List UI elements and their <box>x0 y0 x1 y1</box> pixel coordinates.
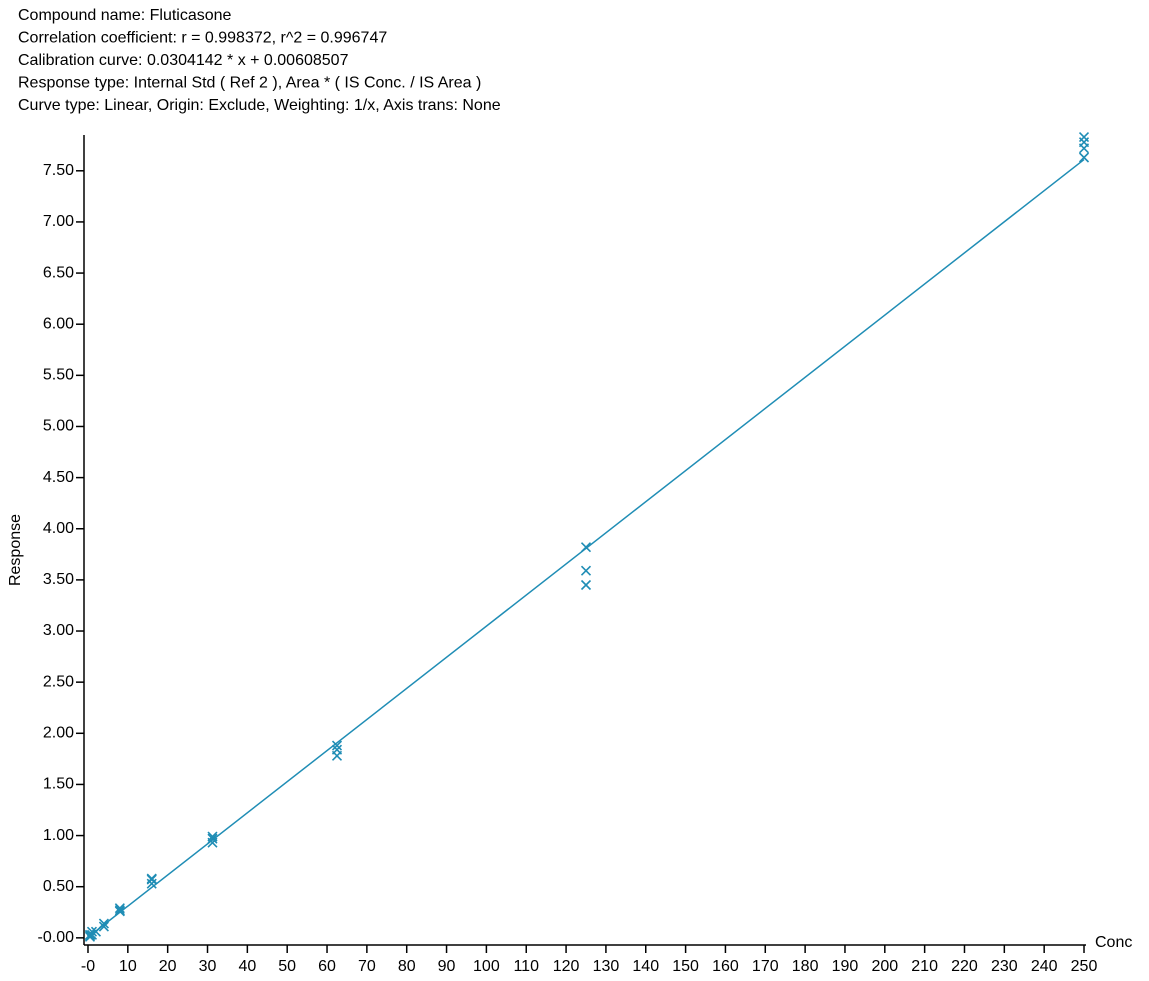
x-tick-label: 10 <box>119 958 137 975</box>
data-point <box>114 905 125 916</box>
x-tick-label: 120 <box>553 958 580 975</box>
y-tick-label: 1.50 <box>43 776 74 793</box>
data-point <box>1078 137 1090 148</box>
y-tick-label: 3.00 <box>43 622 74 639</box>
x-tick-label: 70 <box>358 958 376 975</box>
y-tick-label: 5.00 <box>43 418 74 435</box>
data-point <box>90 926 102 937</box>
data-point <box>114 903 125 914</box>
data-point <box>146 873 157 884</box>
y-tick-label: 6.50 <box>43 264 74 281</box>
header-line: Calibration curve: 0.0304142 * x + 0.006… <box>18 52 349 69</box>
header-line: Correlation coefficient: r = 0.998372, r… <box>18 30 387 47</box>
x-tick-label: 80 <box>398 958 416 975</box>
x-tick-label: 130 <box>593 958 620 975</box>
y-tick-label: 0.50 <box>43 878 74 895</box>
x-tick-label: 160 <box>712 958 739 975</box>
y-tick-label: -0.00 <box>38 929 75 946</box>
x-tick-label: 210 <box>911 958 938 975</box>
y-tick-label: 1.00 <box>43 827 74 844</box>
data-point <box>207 831 218 842</box>
x-tick-label: 40 <box>238 958 256 975</box>
x-tick-label: 240 <box>1031 958 1058 975</box>
data-point <box>580 542 592 553</box>
data-point <box>580 565 592 576</box>
x-tick-label: 20 <box>159 958 177 975</box>
data-point <box>98 918 109 929</box>
x-tick-label: 110 <box>513 958 539 975</box>
data-point <box>1078 152 1090 163</box>
x-tick-label: 150 <box>672 958 699 975</box>
x-tick-label: 230 <box>991 958 1018 975</box>
y-tick-label: 3.50 <box>43 571 74 588</box>
x-axis-label: Conc <box>1095 934 1132 951</box>
y-tick-label: 6.00 <box>43 315 74 332</box>
x-tick-label: 140 <box>632 958 659 975</box>
fit-line <box>87 158 1085 938</box>
y-tick-label: 2.50 <box>43 673 74 690</box>
x-tick-label: 250 <box>1071 958 1098 975</box>
x-tick-label: 30 <box>199 958 217 975</box>
y-tick-label: 4.00 <box>43 520 74 537</box>
y-tick-label: 5.50 <box>43 367 74 384</box>
x-tick-label: 100 <box>473 958 500 975</box>
y-tick-label: 7.50 <box>43 162 74 179</box>
data-point <box>1078 131 1090 143</box>
header-line: Compound name: Fluticasone <box>18 7 232 24</box>
data-point <box>331 740 343 751</box>
x-tick-label: 200 <box>871 958 898 975</box>
data-point <box>331 744 343 755</box>
y-axis-label: Response <box>7 514 24 586</box>
x-tick-label: 60 <box>318 958 336 975</box>
x-tick-label: 190 <box>832 958 859 975</box>
y-tick-label: 2.00 <box>43 725 74 742</box>
header-line: Curve type: Linear, Origin: Exclude, Wei… <box>18 97 501 114</box>
data-point <box>98 921 109 932</box>
x-tick-label: 170 <box>752 958 779 975</box>
y-tick-label: 4.50 <box>43 469 74 486</box>
y-tick-label: 7.00 <box>43 213 74 230</box>
x-tick-label: 50 <box>278 958 296 975</box>
header-line: Response type: Internal Std ( Ref 2 ), A… <box>18 75 481 92</box>
data-point <box>580 579 592 591</box>
x-tick-label: 220 <box>951 958 978 975</box>
x-tick-label: 90 <box>438 958 456 975</box>
data-point <box>86 926 98 937</box>
x-tick-label: 180 <box>792 958 819 975</box>
x-tick-label: -0 <box>81 958 95 975</box>
data-point <box>207 833 218 844</box>
